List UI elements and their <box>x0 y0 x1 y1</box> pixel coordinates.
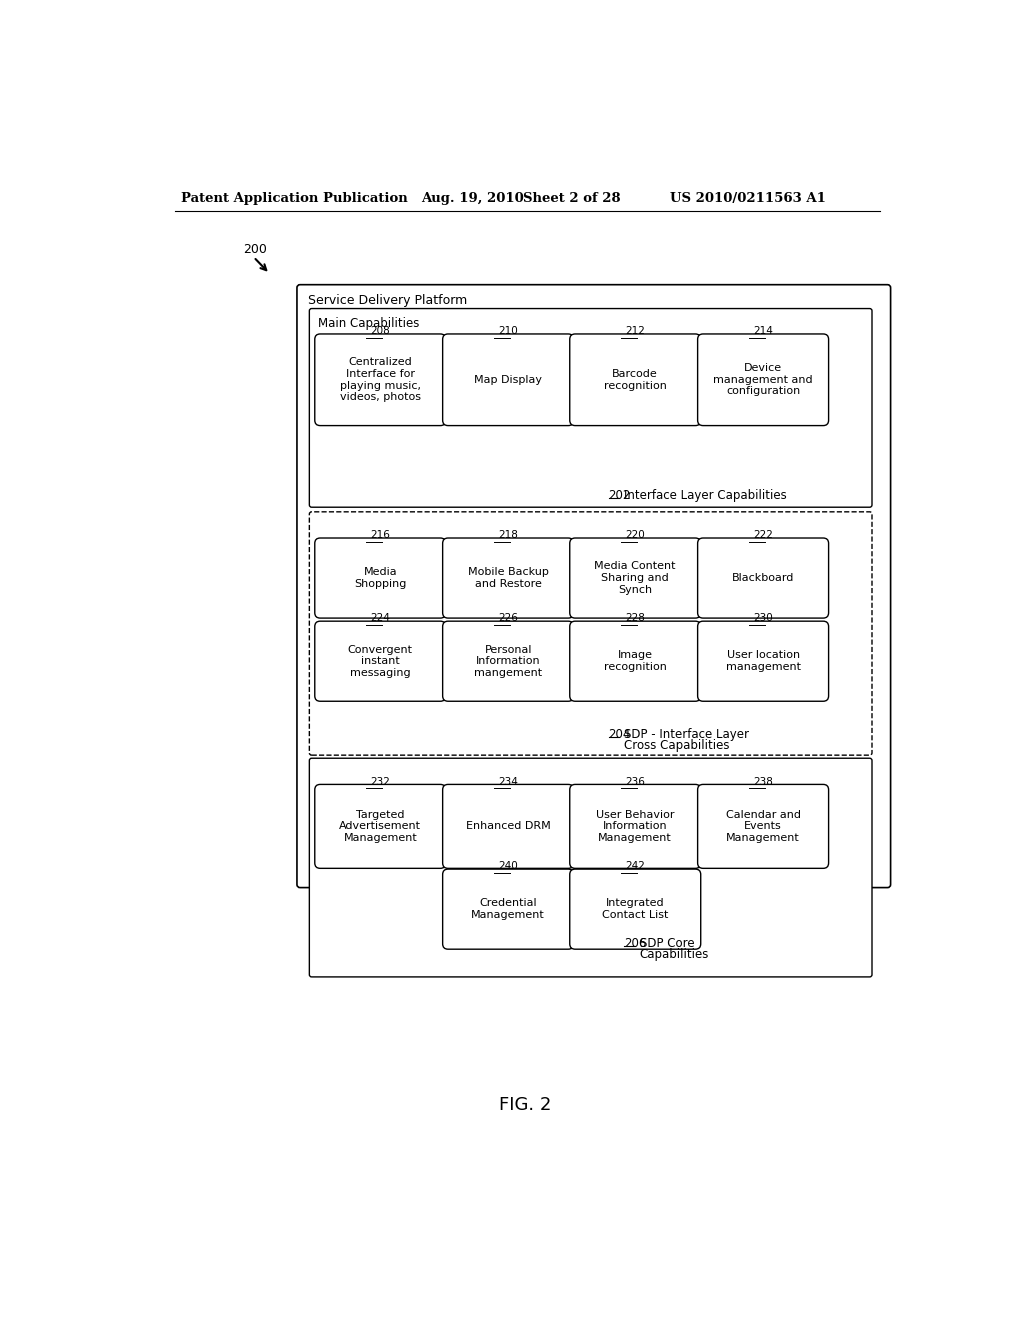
FancyBboxPatch shape <box>314 539 445 618</box>
Text: 206: 206 <box>624 937 646 950</box>
Text: 226: 226 <box>499 614 518 623</box>
Text: Convergent
instant
messaging: Convergent instant messaging <box>348 644 413 677</box>
Text: 202: 202 <box>608 490 631 502</box>
FancyBboxPatch shape <box>569 334 700 425</box>
Text: US 2010/0211563 A1: US 2010/0211563 A1 <box>671 191 826 205</box>
Text: Targeted
Advertisement
Management: Targeted Advertisement Management <box>339 809 421 843</box>
Text: Media
Shopping: Media Shopping <box>354 568 407 589</box>
Text: Media Content
Sharing and
Synch: Media Content Sharing and Synch <box>595 561 676 594</box>
Text: 238: 238 <box>754 776 773 787</box>
Text: Integrated
Contact List: Integrated Contact List <box>602 899 669 920</box>
Text: 232: 232 <box>371 776 390 787</box>
Text: Service Delivery Platform: Service Delivery Platform <box>308 293 467 306</box>
Text: 228: 228 <box>626 614 645 623</box>
FancyBboxPatch shape <box>697 784 828 869</box>
FancyBboxPatch shape <box>569 869 700 949</box>
FancyBboxPatch shape <box>309 309 872 507</box>
Text: Barcode
recognition: Barcode recognition <box>604 370 667 391</box>
Text: SDP - Interface Layer: SDP - Interface Layer <box>624 727 749 741</box>
Text: Aug. 19, 2010: Aug. 19, 2010 <box>421 191 523 205</box>
FancyBboxPatch shape <box>314 334 445 425</box>
Text: 214: 214 <box>754 326 773 337</box>
Text: Capabilities: Capabilities <box>640 948 709 961</box>
FancyBboxPatch shape <box>297 285 891 887</box>
Text: 210: 210 <box>499 326 518 337</box>
Text: User location
management: User location management <box>726 651 801 672</box>
Text: User Behavior
Information
Management: User Behavior Information Management <box>596 809 675 843</box>
Text: 242: 242 <box>626 862 645 871</box>
FancyBboxPatch shape <box>697 334 828 425</box>
FancyBboxPatch shape <box>569 539 700 618</box>
Text: Device
management and
configuration: Device management and configuration <box>714 363 813 396</box>
Text: 224: 224 <box>371 614 390 623</box>
Text: Centralized
Interface for
playing music,
videos, photos: Centralized Interface for playing music,… <box>340 358 421 403</box>
Text: 230: 230 <box>754 614 773 623</box>
Text: 234: 234 <box>499 776 518 787</box>
Text: 204: 204 <box>608 727 631 741</box>
Text: Mobile Backup
and Restore: Mobile Backup and Restore <box>468 568 549 589</box>
Text: 240: 240 <box>499 862 518 871</box>
Text: Credential
Management: Credential Management <box>471 899 545 920</box>
Text: 216: 216 <box>371 531 390 540</box>
Text: Blackboard: Blackboard <box>732 573 795 583</box>
FancyBboxPatch shape <box>569 622 700 701</box>
FancyBboxPatch shape <box>314 784 445 869</box>
Text: Main Capabilities: Main Capabilities <box>317 317 419 330</box>
Text: 222: 222 <box>754 531 773 540</box>
FancyBboxPatch shape <box>697 539 828 618</box>
Text: 236: 236 <box>626 776 645 787</box>
Text: 212: 212 <box>626 326 645 337</box>
Text: Patent Application Publication: Patent Application Publication <box>180 191 408 205</box>
Text: FIG. 2: FIG. 2 <box>499 1097 551 1114</box>
Text: Cross Capabilities: Cross Capabilities <box>624 739 729 751</box>
Text: 200: 200 <box>243 243 266 256</box>
FancyBboxPatch shape <box>442 622 573 701</box>
Text: Sheet 2 of 28: Sheet 2 of 28 <box>523 191 621 205</box>
Text: 220: 220 <box>626 531 645 540</box>
Text: Image
recognition: Image recognition <box>604 651 667 672</box>
FancyBboxPatch shape <box>442 784 573 869</box>
Text: SDP Core: SDP Core <box>640 937 694 950</box>
FancyBboxPatch shape <box>309 512 872 755</box>
FancyBboxPatch shape <box>309 758 872 977</box>
FancyBboxPatch shape <box>442 539 573 618</box>
Text: 218: 218 <box>499 531 518 540</box>
Text: 208: 208 <box>371 326 390 337</box>
FancyBboxPatch shape <box>442 869 573 949</box>
Text: Personal
Information
mangement: Personal Information mangement <box>474 644 542 677</box>
FancyBboxPatch shape <box>442 334 573 425</box>
FancyBboxPatch shape <box>697 622 828 701</box>
FancyBboxPatch shape <box>314 622 445 701</box>
FancyBboxPatch shape <box>569 784 700 869</box>
Text: Calendar and
Events
Management: Calendar and Events Management <box>726 809 801 843</box>
Text: Map Display: Map Display <box>474 375 542 384</box>
Text: Interface Layer Capabilities: Interface Layer Capabilities <box>624 490 786 502</box>
Text: Enhanced DRM: Enhanced DRM <box>466 821 551 832</box>
